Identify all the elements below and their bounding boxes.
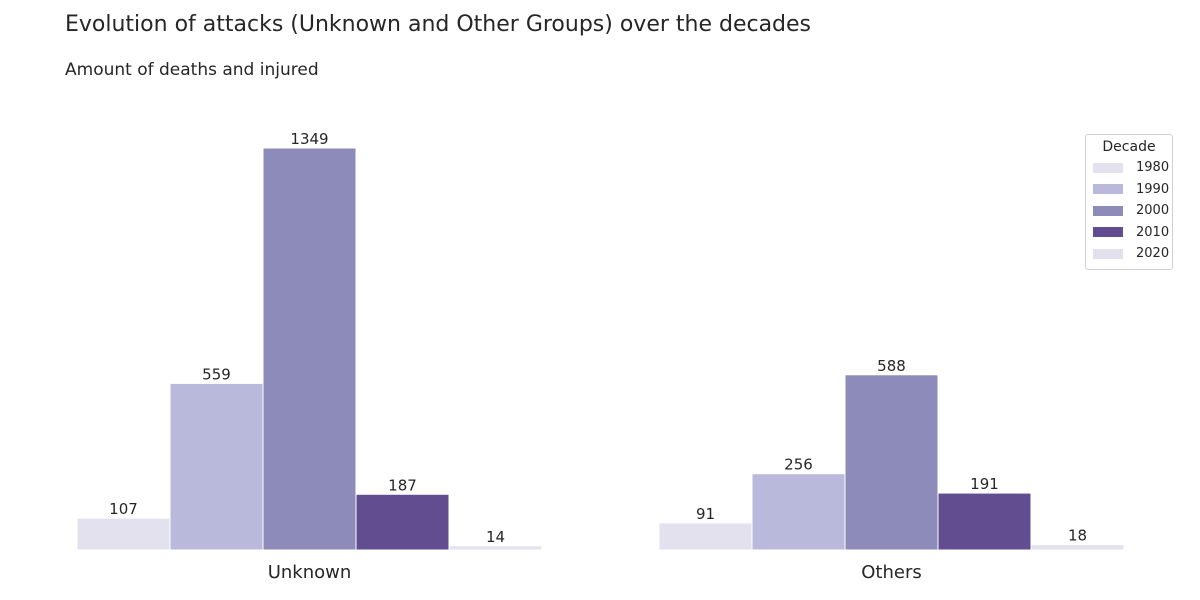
- bar-value-label: 588: [877, 357, 906, 375]
- bar-unknown-1980: [76, 517, 171, 551]
- x-tick-label: Others: [861, 562, 922, 583]
- legend-label: 1980: [1136, 160, 1170, 176]
- bar-others-1980: [658, 522, 753, 551]
- bar-value-label: 107: [109, 500, 138, 518]
- legend-swatch: [1093, 205, 1123, 216]
- legend-swatch: [1093, 248, 1123, 259]
- bar-value-label: 1349: [290, 130, 328, 148]
- bar-others-2020: [1030, 544, 1125, 551]
- legend-label: 1990: [1136, 181, 1170, 197]
- legend-swatch: [1093, 162, 1123, 173]
- bar-value-label: 191: [970, 475, 999, 493]
- bar-unknown-2020: [448, 545, 543, 551]
- bar-others-2010: [937, 492, 1032, 551]
- legend-swatch: [1093, 227, 1123, 238]
- legend-swatch: [1093, 184, 1123, 195]
- legend-label: 2020: [1136, 246, 1170, 262]
- bar-value-label: 18: [1068, 527, 1087, 545]
- bar-value-label: 91: [696, 505, 715, 523]
- bar-value-label: 256: [784, 456, 813, 474]
- bar-unknown-2000: [262, 147, 357, 551]
- legend-title: Decade: [1102, 139, 1156, 155]
- legend-item-2000: 2000: [1086, 200, 1172, 222]
- chart-title: Evolution of attacks (Unknown and Other …: [65, 12, 812, 37]
- legend-item-1980: 1980: [1086, 157, 1172, 179]
- legend-label: 2010: [1136, 224, 1170, 240]
- legend-label: 2000: [1136, 203, 1170, 219]
- legend: Decade 1980 1990 2000 2010 2020: [1085, 134, 1173, 270]
- legend-item-2020: 2020: [1086, 243, 1172, 265]
- bar-others-1990: [751, 473, 846, 551]
- legend-item-2010: 2010: [1086, 222, 1172, 244]
- bar-others-2000: [844, 374, 939, 551]
- legend-item-1990: 1990: [1086, 179, 1172, 201]
- bar-unknown-2010: [355, 493, 450, 551]
- bar-unknown-1990: [169, 382, 264, 551]
- bar-value-label: 187: [388, 476, 417, 494]
- bar-value-label: 559: [202, 365, 231, 383]
- x-tick-label: Unknown: [268, 562, 352, 583]
- bar-value-label: 14: [486, 528, 505, 546]
- chart-subtitle: Amount of deaths and injured: [65, 60, 319, 80]
